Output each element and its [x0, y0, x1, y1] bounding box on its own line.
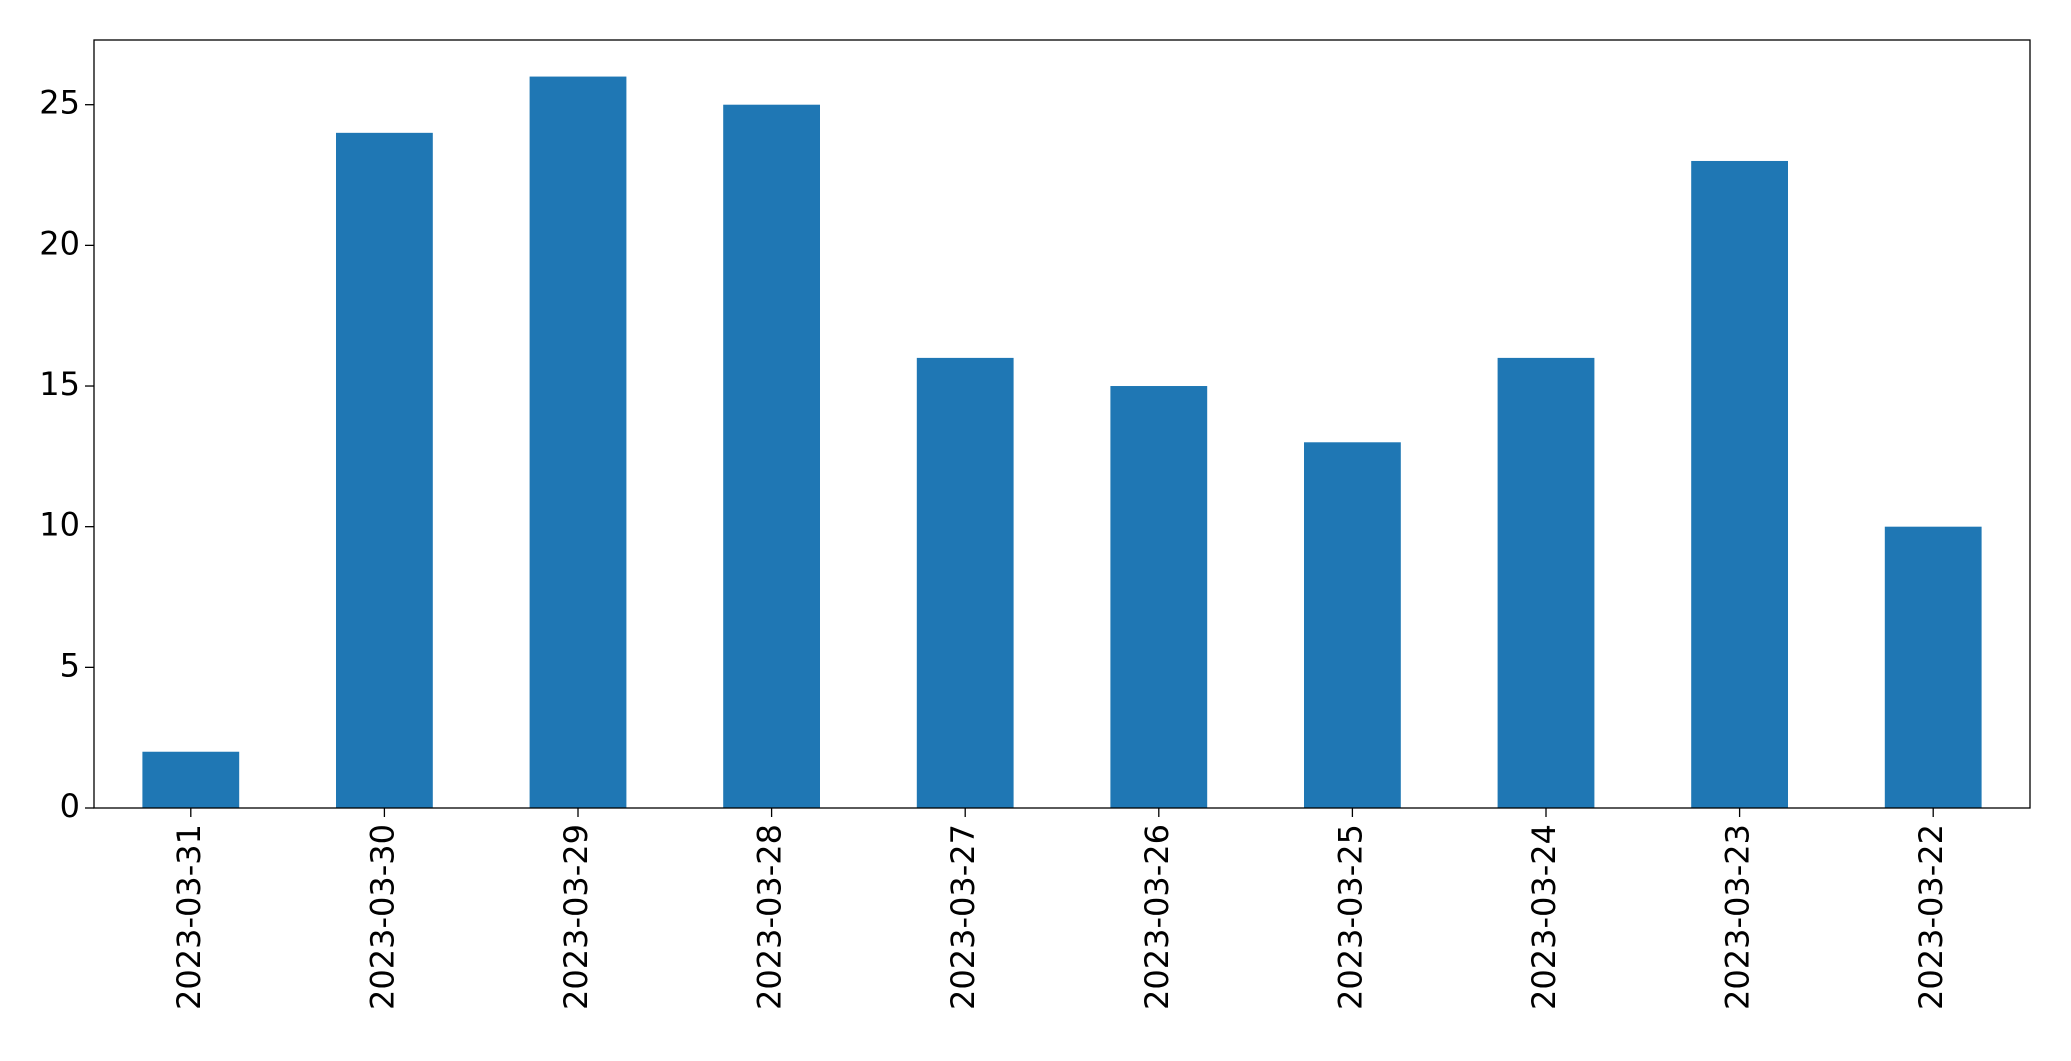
x-tick-label: 2023-03-28 [751, 824, 789, 1010]
y-tick-label: 25 [39, 84, 80, 122]
y-tick-label: 20 [39, 224, 80, 262]
y-tick-label: 0 [60, 787, 80, 825]
bar [1497, 357, 1595, 808]
x-tick-label: 2023-03-25 [1331, 824, 1369, 1010]
y-tick-label: 10 [39, 506, 80, 544]
bar [1884, 526, 1982, 808]
bar [142, 751, 240, 808]
bar [723, 104, 820, 808]
x-tick-label: 2023-03-23 [1719, 824, 1757, 1010]
x-tick-label: 2023-03-27 [944, 824, 982, 1010]
bar [916, 357, 1014, 808]
x-tick-label: 2023-03-31 [170, 824, 208, 1010]
bar [1691, 160, 1788, 808]
x-tick-label: 2023-03-29 [557, 824, 595, 1010]
bar [1110, 386, 1208, 808]
y-tick-label: 15 [39, 365, 80, 403]
bar [1304, 442, 1401, 808]
x-tick-label: 2023-03-24 [1525, 824, 1563, 1010]
bar [336, 132, 433, 809]
plot-frame [93, 39, 2031, 809]
x-tick-label: 2023-03-22 [1912, 824, 1950, 1010]
y-tick-label: 5 [60, 646, 80, 684]
x-tick-label: 2023-03-26 [1138, 824, 1176, 1010]
x-tick-label: 2023-03-30 [363, 824, 401, 1010]
bar [529, 76, 627, 809]
